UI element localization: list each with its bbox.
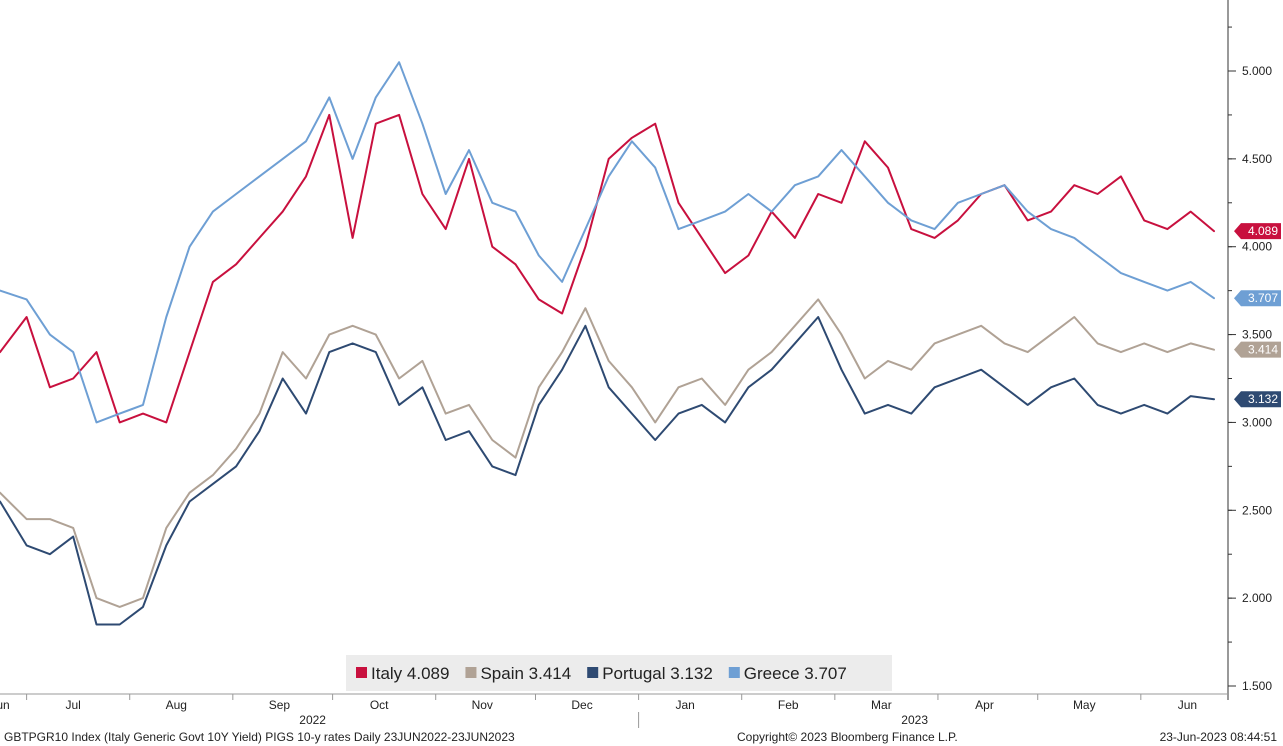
x-tick-label: Feb [778,698,799,712]
y-tick-label: 2.000 [1242,591,1272,605]
legend-entry-portugal: Portugal 3.132 [602,664,713,683]
legend-swatch-greece [728,667,740,678]
x-tick-label: May [1073,698,1096,712]
x-tick-label: Jan [675,698,694,712]
x-tick-label: Aug [166,698,187,712]
y-tick-label: 3.500 [1242,328,1272,342]
x-tick-label: Oct [370,698,389,712]
last-value-badge-greece: 3.707 [1234,290,1281,307]
legend-entry-italy: Italy 4.089 [371,664,449,683]
x-tick-label: Jun [1178,698,1197,712]
timestamp: 23-Jun-2023 08:44:51 [1159,730,1277,744]
badge-value: 3.707 [1248,291,1278,305]
chart-description: GBTPGR10 Index (Italy Generic Govt 10Y Y… [4,730,515,744]
series-line-portugal [0,316,1215,626]
y-tick-label: 4.000 [1242,240,1272,254]
series-line-italy [0,113,1215,424]
badge-shape [1234,341,1281,358]
year-label: 2022 [299,713,326,727]
x-tick-label: Jun [0,698,10,712]
last-value-badge-spain: 3.414 [1234,341,1281,358]
last-value-badge-italy: 4.089 [1234,223,1281,240]
y-tick-label: 3.000 [1242,415,1272,429]
x-tick-label: Jul [66,698,81,712]
badge-value: 3.414 [1248,343,1278,357]
badge-shape [1234,290,1281,307]
series-line-spain [0,298,1215,608]
legend-swatch-italy [356,667,367,678]
y-tick-label: 2.500 [1242,503,1272,517]
y-tick-label: 4.500 [1242,152,1272,166]
legend: Italy 4.089 Spain 3.414 Portugal 3.132 Gree… [346,655,892,691]
badge-shape [1234,223,1281,240]
x-tick-label: Mar [871,698,892,712]
legend-swatch-spain [465,667,477,678]
last-value-badges: 4.089 3.414 3.132 3.707 [1234,223,1281,408]
badge-value: 3.132 [1248,392,1278,406]
legend-swatch-portugal [587,667,599,678]
last-value-badge-portugal: 3.132 [1234,391,1281,408]
copyright-text: Copyright© 2023 Bloomberg Finance L.P. [737,730,958,744]
legend-entry-spain: Spain 3.414 [480,664,571,683]
x-axis: Jun Jul Aug Sep Oct Nov Dec Jan Feb Mar Apr May Jun 2… [0,694,1197,728]
x-tick-label: Apr [975,698,994,712]
badge-value: 4.089 [1248,224,1278,238]
legend-background [346,655,892,691]
x-tick-label: Nov [472,698,493,712]
series-lines [0,61,1215,626]
series-line-greece [0,61,1215,424]
x-tick-label: Sep [269,698,291,712]
legend-entry-greece: Greece 3.707 [744,664,847,683]
y-tick-label: 5.000 [1242,64,1272,78]
y-tick-label: 1.500 [1242,679,1272,693]
x-tick-label: Dec [571,698,592,712]
y-axis: 1.500 2.000 2.500 3.000 3.500 4.000 4.500 5.000 [1228,26,1272,693]
year-label: 2023 [901,713,928,727]
badge-shape [1234,391,1281,408]
